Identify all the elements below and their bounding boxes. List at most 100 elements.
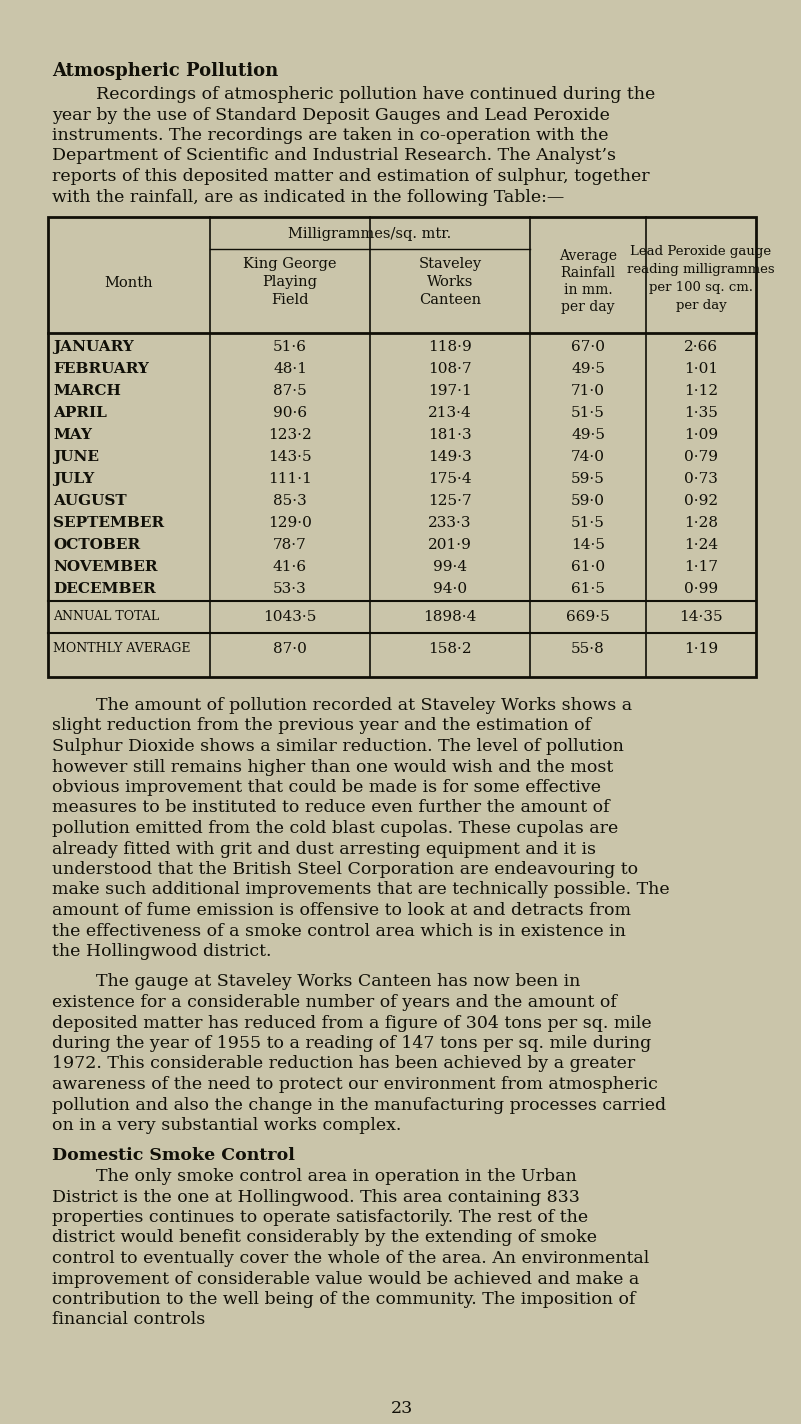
Text: 71·0: 71·0 <box>571 384 605 397</box>
Text: slight reduction from the previous year and the estimation of: slight reduction from the previous year … <box>52 718 591 735</box>
Text: 51·6: 51·6 <box>273 340 307 355</box>
Text: 53·3: 53·3 <box>273 582 307 597</box>
Text: contribution to the well being of the community. The imposition of: contribution to the well being of the co… <box>52 1292 635 1309</box>
Text: 94·0: 94·0 <box>433 582 467 597</box>
Text: already fitted with grit and dust arresting equipment and it is: already fitted with grit and dust arrest… <box>52 840 596 857</box>
Text: 1·28: 1·28 <box>684 515 718 530</box>
Text: amount of fume emission is offensive to look at and detracts from: amount of fume emission is offensive to … <box>52 901 631 918</box>
Text: The only smoke control area in operation in the Urban: The only smoke control area in operation… <box>52 1168 577 1185</box>
Text: 99·4: 99·4 <box>433 560 467 574</box>
Text: 85·3: 85·3 <box>273 494 307 508</box>
Text: The amount of pollution recorded at Staveley Works shows a: The amount of pollution recorded at Stav… <box>52 696 632 713</box>
Text: MARCH: MARCH <box>53 384 121 397</box>
Text: 67·0: 67·0 <box>571 340 605 355</box>
Text: FEBRUARY: FEBRUARY <box>53 362 149 376</box>
Text: 59·5: 59·5 <box>571 471 605 486</box>
Text: 48·1: 48·1 <box>273 362 307 376</box>
Text: JUNE: JUNE <box>53 450 99 464</box>
Text: per day: per day <box>562 300 614 315</box>
Text: ANNUAL TOTAL: ANNUAL TOTAL <box>53 609 159 624</box>
Text: financial controls: financial controls <box>52 1312 205 1329</box>
Text: 23: 23 <box>391 1400 413 1417</box>
Text: make such additional improvements that are technically possible. The: make such additional improvements that a… <box>52 881 670 899</box>
Text: 108·7: 108·7 <box>429 362 472 376</box>
Text: Rainfall: Rainfall <box>561 266 615 281</box>
Text: 51·5: 51·5 <box>571 406 605 420</box>
Text: properties continues to operate satisfactorily. The rest of the: properties continues to operate satisfac… <box>52 1209 588 1226</box>
Text: 669·5: 669·5 <box>566 609 610 624</box>
Text: Field: Field <box>272 293 308 308</box>
Text: existence for a considerable number of years and the amount of: existence for a considerable number of y… <box>52 994 617 1011</box>
Text: improvement of considerable value would be achieved and make a: improvement of considerable value would … <box>52 1270 639 1287</box>
Text: 41·6: 41·6 <box>273 560 307 574</box>
Text: 55·8: 55·8 <box>571 642 605 656</box>
Text: the effectiveness of a smoke control area which is in existence in: the effectiveness of a smoke control are… <box>52 923 626 940</box>
Text: 118·9: 118·9 <box>428 340 472 355</box>
Text: AUGUST: AUGUST <box>53 494 127 508</box>
Text: 0·99: 0·99 <box>684 582 718 597</box>
Text: 213·4: 213·4 <box>428 406 472 420</box>
Text: reading milligrammes: reading milligrammes <box>627 263 775 276</box>
Text: Staveley: Staveley <box>418 256 481 271</box>
Text: with the rainfall, are as indicated in the following Table:—: with the rainfall, are as indicated in t… <box>52 188 564 205</box>
Text: Milligrammes/sq. mtr.: Milligrammes/sq. mtr. <box>288 226 452 241</box>
Text: DECEMBER: DECEMBER <box>53 582 155 597</box>
Text: 14·35: 14·35 <box>679 609 723 624</box>
Text: 1·09: 1·09 <box>684 429 718 441</box>
Text: 181·3: 181·3 <box>429 429 472 441</box>
Text: 158·2: 158·2 <box>429 642 472 656</box>
Text: on in a very substantial works complex.: on in a very substantial works complex. <box>52 1116 401 1134</box>
Text: 149·3: 149·3 <box>428 450 472 464</box>
Text: Lead Peroxide gauge: Lead Peroxide gauge <box>630 245 771 258</box>
Text: 1·24: 1·24 <box>684 538 718 553</box>
Text: 129·0: 129·0 <box>268 515 312 530</box>
Text: the Hollingwood district.: the Hollingwood district. <box>52 943 272 960</box>
Text: 78·7: 78·7 <box>273 538 307 553</box>
Text: 1898·4: 1898·4 <box>423 609 477 624</box>
Text: 175·4: 175·4 <box>429 471 472 486</box>
Text: 233·3: 233·3 <box>429 515 472 530</box>
Text: 49·5: 49·5 <box>571 429 605 441</box>
Text: Works: Works <box>427 275 473 289</box>
Text: 1·17: 1·17 <box>684 560 718 574</box>
Text: however still remains higher than one would wish and the most: however still remains higher than one wo… <box>52 759 614 776</box>
Text: Playing: Playing <box>263 275 317 289</box>
Text: 1·01: 1·01 <box>684 362 718 376</box>
Text: 0·92: 0·92 <box>684 494 718 508</box>
Text: 49·5: 49·5 <box>571 362 605 376</box>
Text: understood that the British Steel Corporation are endeavouring to: understood that the British Steel Corpor… <box>52 862 638 879</box>
Text: 201·9: 201·9 <box>428 538 472 553</box>
Text: Recordings of atmospheric pollution have continued during the: Recordings of atmospheric pollution have… <box>52 85 655 103</box>
Text: APRIL: APRIL <box>53 406 107 420</box>
Text: Canteen: Canteen <box>419 293 481 308</box>
Text: 197·1: 197·1 <box>428 384 472 397</box>
Text: King George: King George <box>244 256 336 271</box>
Text: district would benefit considerably by the extending of smoke: district would benefit considerably by t… <box>52 1229 597 1246</box>
Text: Month: Month <box>105 276 153 290</box>
Text: per day: per day <box>675 299 727 312</box>
Text: MAY: MAY <box>53 429 92 441</box>
Text: SEPTEMBER: SEPTEMBER <box>53 515 164 530</box>
Text: 51·5: 51·5 <box>571 515 605 530</box>
Text: 59·0: 59·0 <box>571 494 605 508</box>
Text: 0·79: 0·79 <box>684 450 718 464</box>
Text: reports of this deposited matter and estimation of sulphur, together: reports of this deposited matter and est… <box>52 168 650 185</box>
Text: awareness of the need to protect our environment from atmospheric: awareness of the need to protect our env… <box>52 1077 658 1094</box>
Text: 1972. This considerable reduction has been achieved by a greater: 1972. This considerable reduction has be… <box>52 1055 635 1072</box>
Text: 1·12: 1·12 <box>684 384 718 397</box>
Text: 111·1: 111·1 <box>268 471 312 486</box>
Text: control to eventually cover the whole of the area. An environmental: control to eventually cover the whole of… <box>52 1250 650 1267</box>
Text: per 100 sq. cm.: per 100 sq. cm. <box>649 281 753 293</box>
Text: 1043·5: 1043·5 <box>264 609 316 624</box>
Text: obvious improvement that could be made is for some effective: obvious improvement that could be made i… <box>52 779 601 796</box>
Text: pollution emitted from the cold blast cupolas. These cupolas are: pollution emitted from the cold blast cu… <box>52 820 618 837</box>
Text: District is the one at Hollingwood. This area containing 833: District is the one at Hollingwood. This… <box>52 1189 580 1206</box>
Text: Atmospheric Pollution: Atmospheric Pollution <box>52 63 278 80</box>
Text: Average: Average <box>559 249 617 263</box>
Bar <box>48 216 756 676</box>
Text: Domestic Smoke Control: Domestic Smoke Control <box>52 1148 295 1165</box>
Text: in mm.: in mm. <box>564 283 612 298</box>
Text: instruments. The recordings are taken in co-operation with the: instruments. The recordings are taken in… <box>52 127 609 144</box>
Text: 0·73: 0·73 <box>684 471 718 486</box>
Text: 123·2: 123·2 <box>268 429 312 441</box>
